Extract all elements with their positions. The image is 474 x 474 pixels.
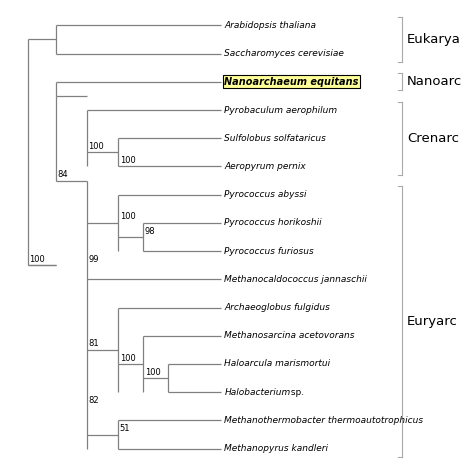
- Text: 99: 99: [89, 255, 99, 264]
- Text: 100: 100: [89, 142, 104, 151]
- Text: Halobacterium: Halobacterium: [224, 388, 291, 397]
- Text: 98: 98: [145, 227, 155, 236]
- Text: 82: 82: [89, 396, 99, 405]
- Text: 100: 100: [120, 156, 136, 165]
- Text: Pyrococcus abyssi: Pyrococcus abyssi: [224, 190, 307, 199]
- Text: sp.: sp.: [288, 388, 304, 397]
- Text: Archaeoglobus fulgidus: Archaeoglobus fulgidus: [224, 303, 330, 312]
- Text: 100: 100: [120, 212, 136, 221]
- Text: Pyrococcus furiosus: Pyrococcus furiosus: [224, 246, 314, 255]
- Text: 100: 100: [29, 255, 45, 264]
- Text: 81: 81: [89, 339, 99, 348]
- Text: 100: 100: [145, 368, 161, 377]
- Text: Haloarcula marismortui: Haloarcula marismortui: [224, 359, 330, 368]
- Text: Arabidopsis thaliana: Arabidopsis thaliana: [224, 21, 316, 30]
- Text: Euryarc: Euryarc: [407, 315, 458, 328]
- Text: Eukarya: Eukarya: [407, 33, 461, 46]
- Text: 51: 51: [120, 424, 130, 433]
- Text: Sulfolobus solfataricus: Sulfolobus solfataricus: [224, 134, 326, 143]
- Text: Crenarc: Crenarc: [407, 132, 459, 145]
- Text: Nanoarchaeum equitans: Nanoarchaeum equitans: [224, 77, 359, 87]
- Text: Methanopyrus kandleri: Methanopyrus kandleri: [224, 444, 328, 453]
- Text: Pyrococcus horikoshii: Pyrococcus horikoshii: [224, 219, 322, 228]
- Text: Aeropyrum pernix: Aeropyrum pernix: [224, 162, 306, 171]
- Text: Methanocaldococcus jannaschii: Methanocaldococcus jannaschii: [224, 275, 367, 284]
- Text: Methanosarcina acetovorans: Methanosarcina acetovorans: [224, 331, 355, 340]
- Text: Nanoarc: Nanoarc: [407, 75, 462, 88]
- Text: Saccharomyces cerevisiae: Saccharomyces cerevisiae: [224, 49, 344, 58]
- Text: Pyrobaculum aerophilum: Pyrobaculum aerophilum: [224, 106, 337, 115]
- Text: Methanothermobacter thermoautotrophicus: Methanothermobacter thermoautotrophicus: [224, 416, 423, 425]
- Text: 84: 84: [57, 170, 68, 179]
- Text: 100: 100: [120, 354, 136, 363]
